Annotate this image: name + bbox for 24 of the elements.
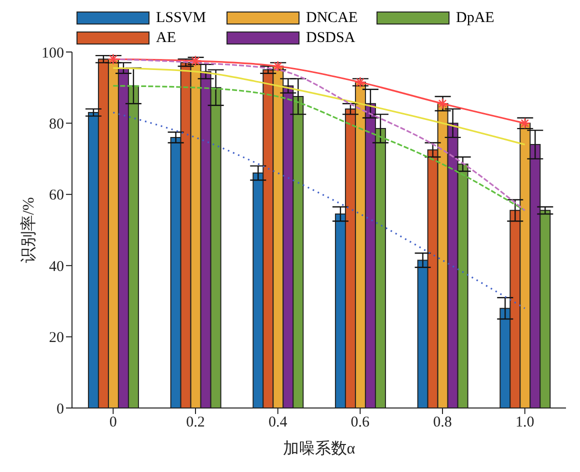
line-series bbox=[112, 85, 526, 212]
y-tick-label: 80 bbox=[49, 116, 64, 133]
legend-label: DpAE bbox=[456, 10, 494, 26]
line-series bbox=[112, 67, 526, 146]
y-axis-title: 识别率/% bbox=[20, 197, 38, 263]
x-tick-label: 0.6 bbox=[350, 414, 370, 431]
x-axis-title: 加噪系数α bbox=[282, 439, 356, 458]
point bbox=[354, 76, 366, 88]
legend-label: DNCAE bbox=[306, 10, 358, 26]
y-tick-label: 40 bbox=[49, 258, 64, 275]
x-tick-label: 0.8 bbox=[433, 414, 452, 431]
legend-label: DSDSA bbox=[306, 30, 356, 46]
y-tick-label: 20 bbox=[49, 330, 64, 346]
x-tick-label: 0.2 bbox=[186, 414, 205, 431]
x-tick-label: 0.4 bbox=[268, 414, 288, 431]
y-tick-label: 0 bbox=[56, 401, 64, 418]
x-tick-label: 0 bbox=[109, 414, 117, 431]
line-series bbox=[112, 112, 526, 310]
legend-label: AE bbox=[156, 30, 176, 46]
y-tick-label: 100 bbox=[42, 45, 64, 62]
y-tick-label: 60 bbox=[49, 188, 64, 204]
legend-label: LSSVM bbox=[156, 10, 206, 26]
point bbox=[272, 60, 284, 72]
x-tick-label: 1.0 bbox=[515, 414, 534, 431]
